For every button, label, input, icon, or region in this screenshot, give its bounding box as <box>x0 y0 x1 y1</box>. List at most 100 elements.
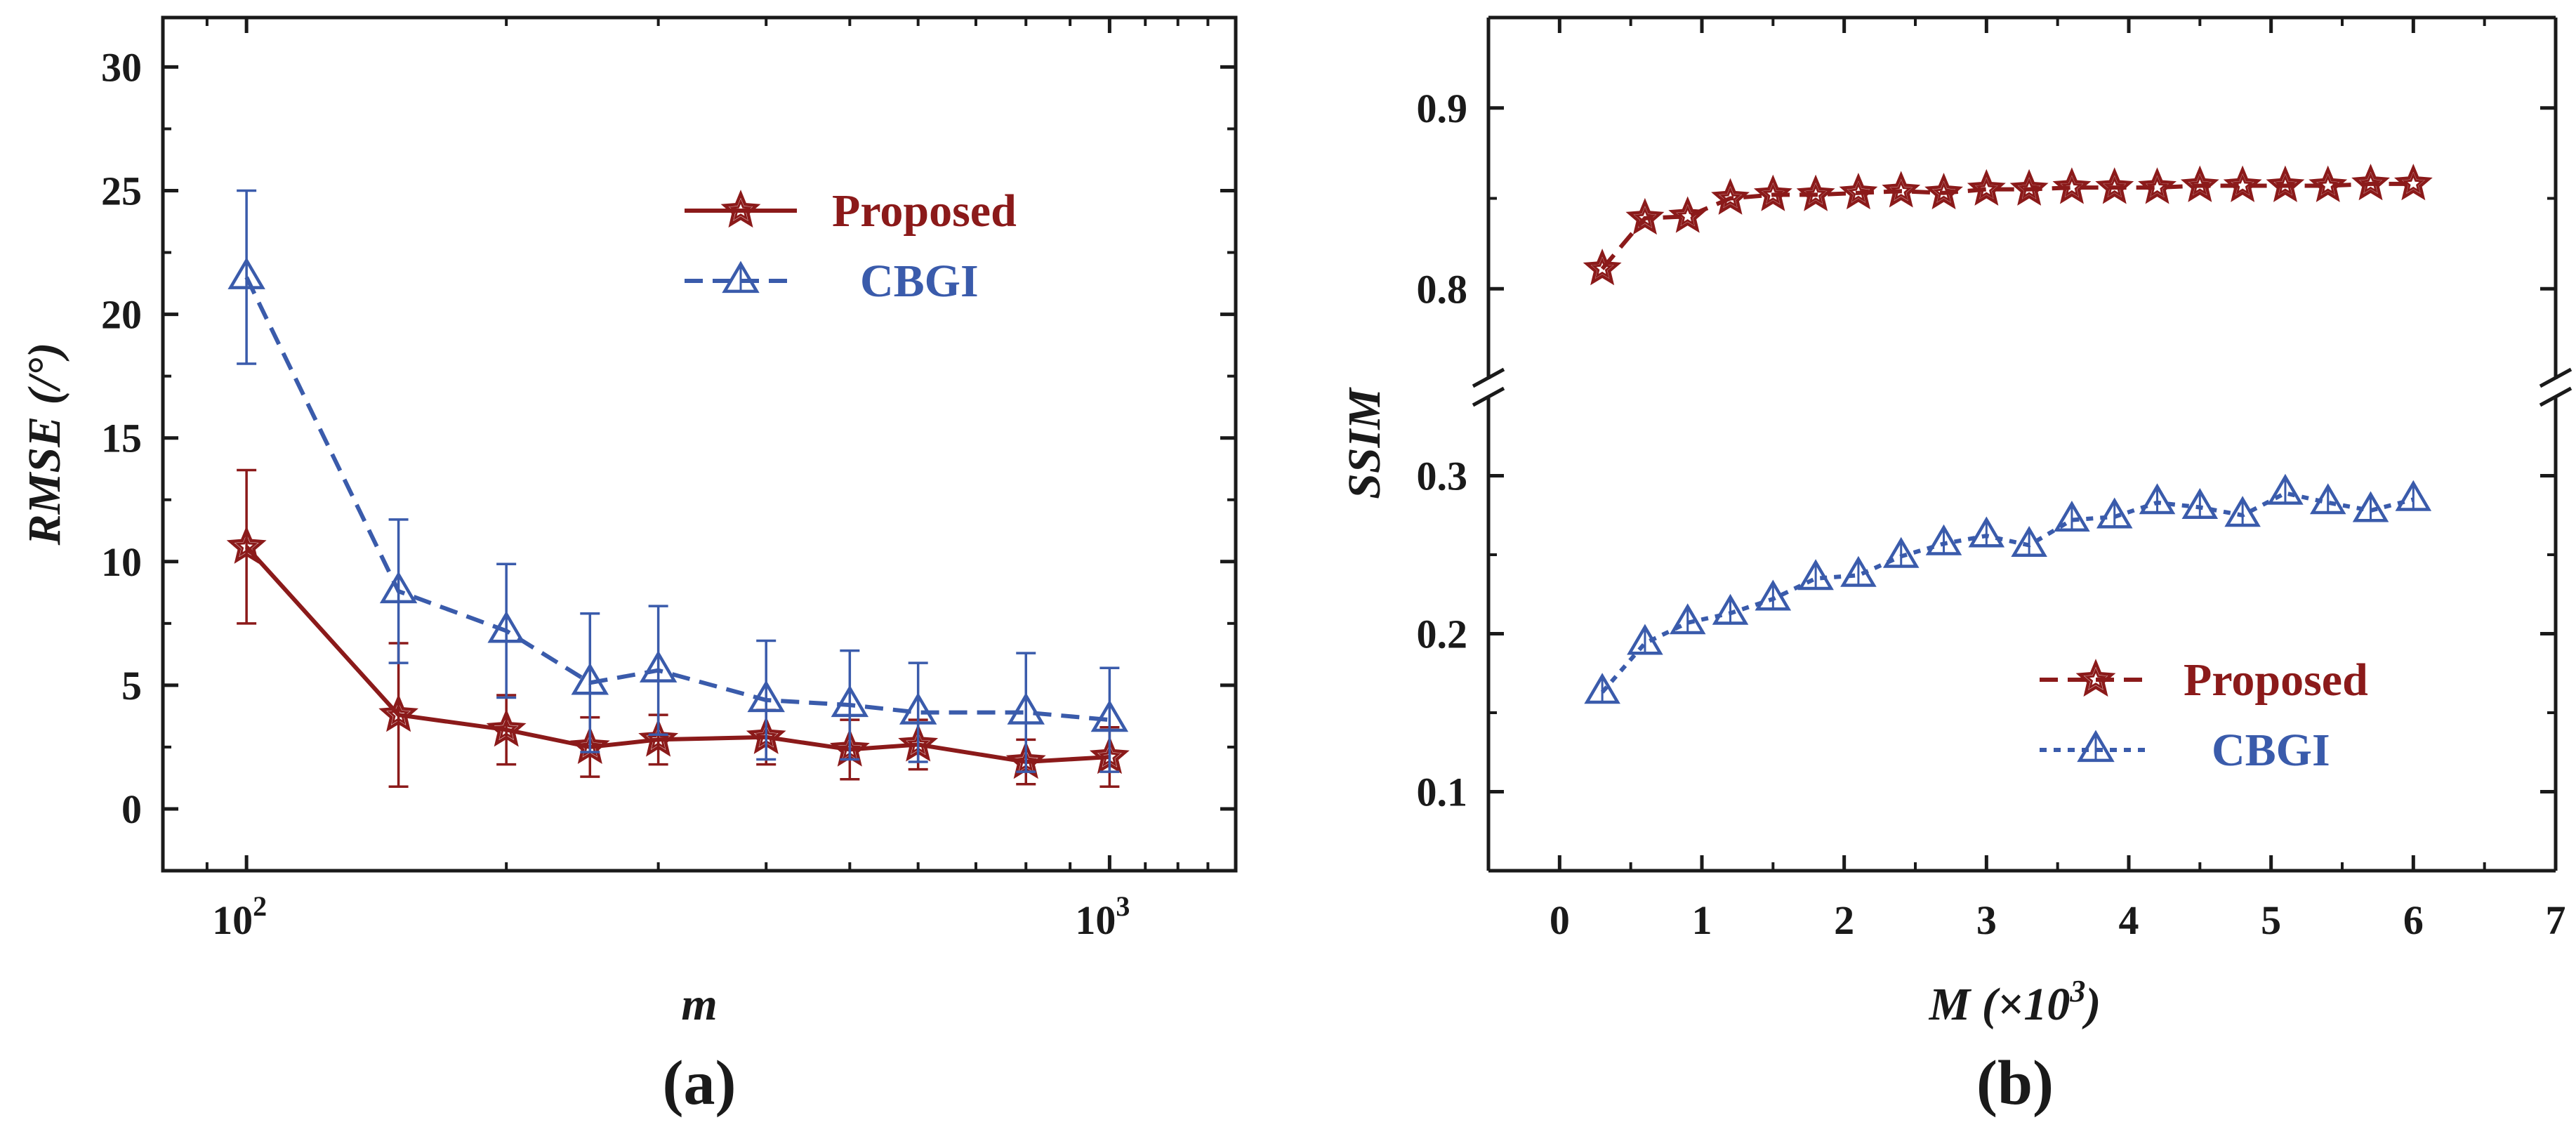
panel-a-point-proposed <box>226 525 267 564</box>
panel-b-point-proposed <box>1796 174 1835 211</box>
panel-b-point-proposed <box>2223 165 2262 202</box>
panel-b-point-proposed-inner <box>1932 181 1955 203</box>
panel-b-x-axis-label-end: ) <box>2082 979 2101 1030</box>
panel-a-point-cbgi <box>571 662 609 695</box>
panel-b-point-proposed <box>1668 196 1708 233</box>
panel-a-point-proposed <box>378 694 418 732</box>
panel-b-series-proposed <box>1583 164 2433 286</box>
panel-b-point-proposed-inner <box>2316 173 2339 195</box>
panel-b-x-axis-label-sup: 3 <box>2069 974 2085 1008</box>
panel-a-y-tick-label: 10 <box>101 539 142 585</box>
panel-b-point-proposed <box>1583 249 1622 286</box>
panel-b-point-proposed <box>2052 167 2092 204</box>
panel-a-point-proposed <box>486 709 527 747</box>
panel-a-legend-label: CBGI <box>860 256 979 307</box>
panel-a-point-proposed-inner <box>494 718 518 740</box>
panel-a-x-tick-label: 102 <box>212 890 267 943</box>
panel-a-y-tick-label: 25 <box>101 169 142 214</box>
panel-b-point-proposed-inner <box>2231 173 2254 195</box>
panel-b-plot-frame <box>1472 15 2572 873</box>
panel-b-point-proposed-inner <box>2146 176 2169 197</box>
panel-a-point-proposed-inner <box>647 727 670 750</box>
panel-b-x-tick-label: 3 <box>1976 897 1997 943</box>
panel-a-y-tick-label: 30 <box>101 44 142 90</box>
panel-b-chart: 0.10.20.30.80.90 1 2 3 4 5 6 7 SSIM M (×103) (b… <box>1339 15 2572 1118</box>
panel-b-point-proposed-inner <box>2018 178 2040 199</box>
panel-b-series-cbgi <box>1584 473 2432 704</box>
panel-b-x-tick-label: 7 <box>2546 897 2566 943</box>
panel-b-legend-label: Proposed <box>2184 654 2368 706</box>
panel-a-y-tick-label: 15 <box>101 416 142 461</box>
panel-a-y-tick-label: 20 <box>101 292 142 338</box>
panel-a-series-line-cbgi <box>244 276 1110 723</box>
panel-a-point-cbgi <box>1007 692 1045 725</box>
panel-a-x-tick-exponent: 2 <box>253 890 267 922</box>
panel-b-y-axis-label: SSIM <box>1339 387 1390 499</box>
panel-b-break-mark <box>1472 367 1505 388</box>
panel-a-legend: Proposed CBGI <box>685 185 1017 307</box>
panel-b-point-proposed-inner <box>2274 173 2297 195</box>
panel-a-y-axis-label: RMSE (/°) <box>19 343 70 546</box>
panel-b-break-mark <box>2539 386 2572 407</box>
panel-a-x-axis-label: m <box>681 979 717 1030</box>
panel-b-x-axis-label-main: M (×10 <box>1929 979 2070 1030</box>
panel-a-plot-frame <box>161 15 1238 873</box>
panel-b-point-proposed-inner <box>2402 172 2425 194</box>
panel-b-point-proposed <box>2180 165 2219 202</box>
panel-b-x-tick-label: 1 <box>1692 897 1712 943</box>
panel-b-point-proposed-inner <box>1762 183 1785 204</box>
panel-b-point-proposed <box>2393 164 2433 201</box>
panel-b-point-proposed-inner <box>2061 176 2083 197</box>
panel-b-y-tick-label: 0.1 <box>1417 770 1468 815</box>
panel-b-label: (b) <box>1976 1048 2054 1118</box>
panel-b-legend-marker <box>2075 659 2116 697</box>
panel-b-break-mark <box>2539 367 2572 388</box>
panel-b-x-axis-label: M (×103) <box>1929 974 2101 1030</box>
panel-b-point-proposed <box>1625 197 1665 235</box>
panel-b-legend-marker-inner <box>2084 667 2108 690</box>
panel-b-point-proposed-inner <box>2103 176 2126 197</box>
panel-a-series-line-proposed <box>244 545 1110 765</box>
panel-a-x-tick-base: 10 <box>212 897 253 943</box>
panel-a-legend-label: Proposed <box>832 185 1017 237</box>
panel-b-point-proposed-inner <box>1719 187 1742 208</box>
panel-a-series-cbgi <box>227 189 1129 773</box>
panel-a-point-cbgi <box>227 257 265 289</box>
panel-a-y-tick-label: 5 <box>121 663 142 709</box>
panel-b-point-proposed <box>2266 165 2305 202</box>
panel-a-legend-marker-inner <box>729 198 753 220</box>
panel-a-label: (a) <box>663 1048 737 1118</box>
panel-a-point-proposed-inner <box>387 703 410 725</box>
panel-b-point-proposed <box>2309 165 2348 202</box>
panel-b-point-proposed <box>1753 174 1792 211</box>
panel-b-x-tick-label: 2 <box>1834 897 1854 943</box>
panel-a-x-tick-exponent: 3 <box>1116 890 1130 922</box>
panel-b-point-proposed-inner <box>1677 204 1699 226</box>
panel-b-point-proposed-inner <box>1975 178 1998 199</box>
panel-b-point-proposed-inner <box>1634 206 1656 228</box>
panel-b-x-tick-label: 4 <box>2119 897 2139 943</box>
panel-b-y-tick-label: 0.3 <box>1417 454 1468 499</box>
panel-b-point-proposed-inner <box>2359 172 2382 194</box>
panel-a-point-proposed <box>569 726 610 765</box>
panel-b-point-proposed-inner <box>1804 183 1827 204</box>
panel-a-legend-marker <box>720 190 761 228</box>
panel-a-y-tick-label: 0 <box>121 786 142 832</box>
panel-a-x-tick-label: 103 <box>1075 890 1130 943</box>
panel-b-y-tick-label: 0.8 <box>1417 266 1468 312</box>
panel-a-point-proposed <box>638 718 679 757</box>
panel-b-point-proposed-inner <box>1591 257 1613 279</box>
panel-b-x-tick-label: 0 <box>1550 897 1570 943</box>
panel-b-break-mark <box>1472 386 1505 407</box>
panel-b-x-tick-label: 6 <box>2403 897 2424 943</box>
panel-b-point-proposed <box>2351 164 2390 201</box>
panel-b-point-proposed-inner <box>2188 173 2212 195</box>
panel-b-point-proposed <box>1924 172 1963 210</box>
panel-b-legend: Proposed CBGI <box>2040 654 2368 776</box>
panel-a-point-proposed-inner <box>235 534 258 557</box>
panel-b-point-proposed-inner <box>1847 181 1870 203</box>
panel-b-x-tick-label: 5 <box>2261 897 2281 943</box>
panel-b-point-proposed-inner <box>1890 179 1913 201</box>
panel-b-point-proposed <box>1882 171 1921 208</box>
